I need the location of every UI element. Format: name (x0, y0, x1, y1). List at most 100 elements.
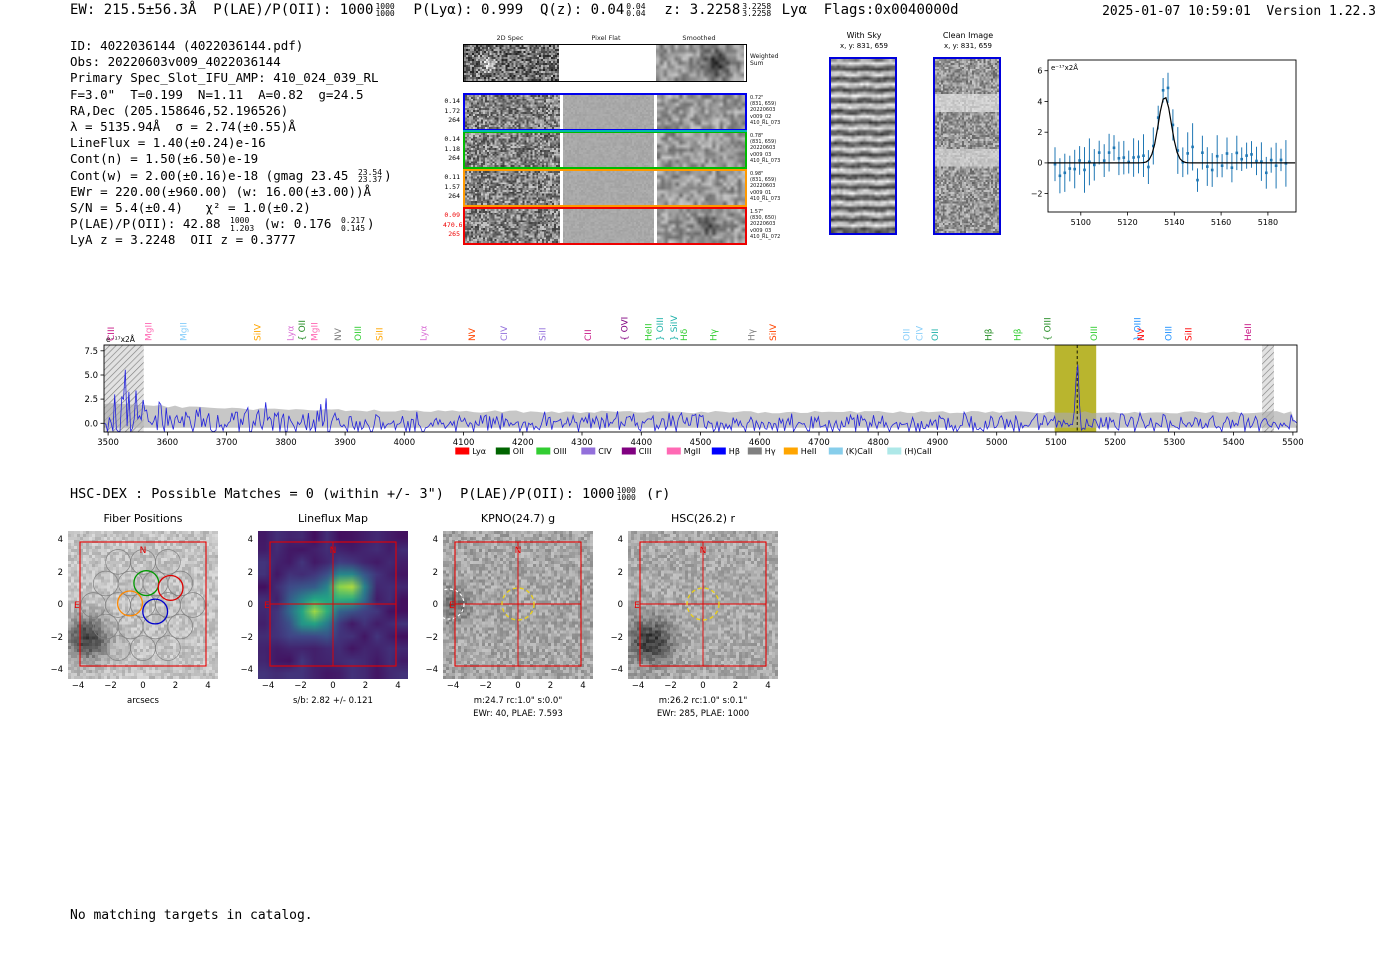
info-text: λ = 5135.94Å σ = 2.74(±0.55)Å (70, 118, 296, 134)
svg-text:SiIV: SiIV (769, 323, 779, 341)
info-text: EWr = 220.00(±960.00) (w: 16.00(±3.00))Å (70, 183, 372, 199)
y-tick-label: 0 (617, 600, 623, 610)
svg-text:2.5: 2.5 (84, 395, 98, 405)
stat-value: 264 (448, 154, 460, 162)
info-line: Cont(w) = 2.00(±0.16)e-18 (gmag 23.45 23… (70, 168, 392, 184)
weighted-sum-label: Weighted Sum (750, 53, 778, 67)
svg-text:4500: 4500 (690, 438, 712, 448)
svg-text:MgII: MgII (144, 322, 154, 341)
y-tick-label: 2 (57, 567, 63, 578)
y-tick-label: −2 (50, 632, 63, 643)
spec2d-row-stats: 0.09 470.6 265 (443, 211, 463, 240)
svg-text:MgII: MgII (179, 322, 189, 341)
info-text: RA,Dec (205.158646,52.196526) (70, 102, 289, 118)
y-tick-label: 4 (57, 535, 63, 545)
info-text: Cont(w) = 2.00(±0.16)e-18 (gmag 23.45 (70, 167, 356, 183)
stat-value: 1.72 (444, 106, 460, 115)
svg-text:HeII: HeII (644, 323, 654, 341)
svg-text:3900: 3900 (334, 438, 356, 448)
spec2d-row (463, 207, 747, 245)
spec2d-image-strip (465, 133, 560, 167)
spec2d-row-stats: 0.11 1.57 264 (443, 173, 460, 202)
svg-text:} OIII: } OIII (1134, 317, 1144, 341)
meta-line: (831, 659) (750, 139, 777, 146)
weighted-sum-line1: Weighted (750, 53, 779, 60)
svg-text:CIII: CIII (639, 447, 652, 456)
svg-text:0: 0 (1037, 159, 1042, 168)
detection-info-block: ID: 4022036144 (4022036144.pdf) Obs: 2022… (70, 38, 392, 248)
svg-text:4400: 4400 (630, 438, 652, 448)
svg-text:SiII: SiII (1185, 327, 1195, 341)
svg-text:Hγ: Hγ (710, 328, 720, 341)
smoothed-canvas (657, 171, 745, 205)
spec2d-row-meta: 1.57" (830, 650) 20220603 v009_03 410_RL_072 (750, 209, 812, 240)
svg-text:3600: 3600 (157, 438, 179, 448)
panel-xlabel: arcsecs (127, 696, 159, 706)
meta-line: 20220603 (750, 145, 776, 152)
info-line: RA,Dec (205.158646,52.196526) (70, 103, 392, 119)
spec2d-image-canvas (465, 209, 560, 243)
spec2d-row-meta: 0.72" (831, 659) 20220603 v009_02 410_RL_073 (750, 95, 812, 126)
svg-text:e⁻¹⁷x2Å: e⁻¹⁷x2Å (1051, 63, 1078, 72)
spec2d-row-meta: 0.98" (831, 659) 20220603 v009_01 410_RL_073 (750, 171, 812, 202)
panel-caption: s/b: 2.82 +/- 0.121 (293, 696, 373, 706)
meta-line: 20220603 (750, 183, 776, 190)
info-text: S/N = 5.4(±0.4) χ² = 1.0(±0.2) (70, 199, 311, 215)
pixel-flat-canvas (563, 171, 654, 205)
smoothed-strip (657, 171, 745, 205)
svg-text:E: E (264, 601, 270, 611)
stat-value: 265 (448, 230, 460, 238)
meta-line: 0.98" (750, 171, 764, 177)
meta-line: 410_RL_073 (750, 119, 781, 126)
smoothed-strip (657, 133, 745, 167)
spec2d-image-canvas (465, 133, 560, 167)
x-tick-label: −4 (71, 681, 85, 691)
info-line: LyA z = 3.2248 OII z = 0.3777 (70, 232, 392, 248)
spec2d-image-strip (465, 209, 560, 243)
fraction-bottom: 3.2258 (742, 9, 772, 18)
pixel-flat-strip (563, 95, 654, 129)
svg-text:4600: 4600 (749, 438, 771, 448)
clean-image-coords: x, y: 831, 659 (944, 42, 992, 50)
svg-text:N: N (700, 546, 707, 556)
svg-text:CIV: CIV (916, 325, 926, 341)
meta-line: v009_02 (750, 113, 772, 120)
info-line: LineFlux = 1.40(±0.24)e-16 (70, 135, 392, 151)
smoothed-canvas (656, 45, 744, 81)
line-fit-zoom-svg: 5100 5120 5140 5160 5180 −2 0 2 4 6 e⁻¹⁷x2Å (1031, 59, 1297, 227)
footer-notes: No matching targets in catalog. Row inte… (70, 876, 313, 953)
svg-text:OII: OII (513, 447, 524, 456)
svg-text:Hβ: Hβ (729, 447, 740, 456)
with-sky-image (829, 57, 897, 235)
spec2d-image-canvas (464, 45, 559, 81)
spec2d-row (463, 169, 747, 207)
meta-line: 0.72" (750, 95, 764, 101)
svg-text:−2: −2 (1031, 189, 1043, 198)
x-tick-label: 0 (515, 681, 521, 691)
x-tick-label: 4 (205, 681, 211, 691)
svg-text:OII: OII (903, 329, 913, 341)
clean-image-title: Clean Image (942, 31, 994, 40)
fraction-top: 23.54 (357, 167, 383, 177)
fraction-bottom: 1000 (375, 9, 395, 18)
info-line: Primary Spec_Slot_IFU_AMP: 410_024_039_R… (70, 70, 392, 86)
header-summary-stats: EW: 215.5±56.3Å P(LAE)/P(OII): 1000 1000 1… (70, 2, 959, 18)
svg-text:Hδ: Hδ (680, 328, 690, 341)
svg-text:5120: 5120 (1117, 218, 1137, 227)
svg-text:5160: 5160 (1211, 218, 1231, 227)
stat-value: 470.6 (443, 220, 463, 229)
svg-text:OIII: OIII (354, 326, 364, 341)
y-tick-label: −2 (610, 632, 623, 643)
smoothed-strip (656, 45, 744, 81)
y-tick-label: 4 (617, 535, 623, 545)
info-text: LyA z = 3.2248 OII z = 0.3777 (70, 232, 296, 248)
svg-text:5.0: 5.0 (84, 371, 98, 381)
stacked-fraction: 3.2258 3.2258 (742, 2, 772, 18)
info-text: Primary Spec_Slot_IFU_AMP: 410_024_039_R… (70, 70, 379, 86)
svg-text:(K)CaII: (K)CaII (846, 447, 873, 456)
clean-image-panel: Clean Image x, y: 831, 659 (928, 31, 1008, 241)
info-line: Obs: 20220603v009_4022036144 (70, 54, 392, 70)
svg-text:OIII: OIII (1090, 326, 1100, 341)
